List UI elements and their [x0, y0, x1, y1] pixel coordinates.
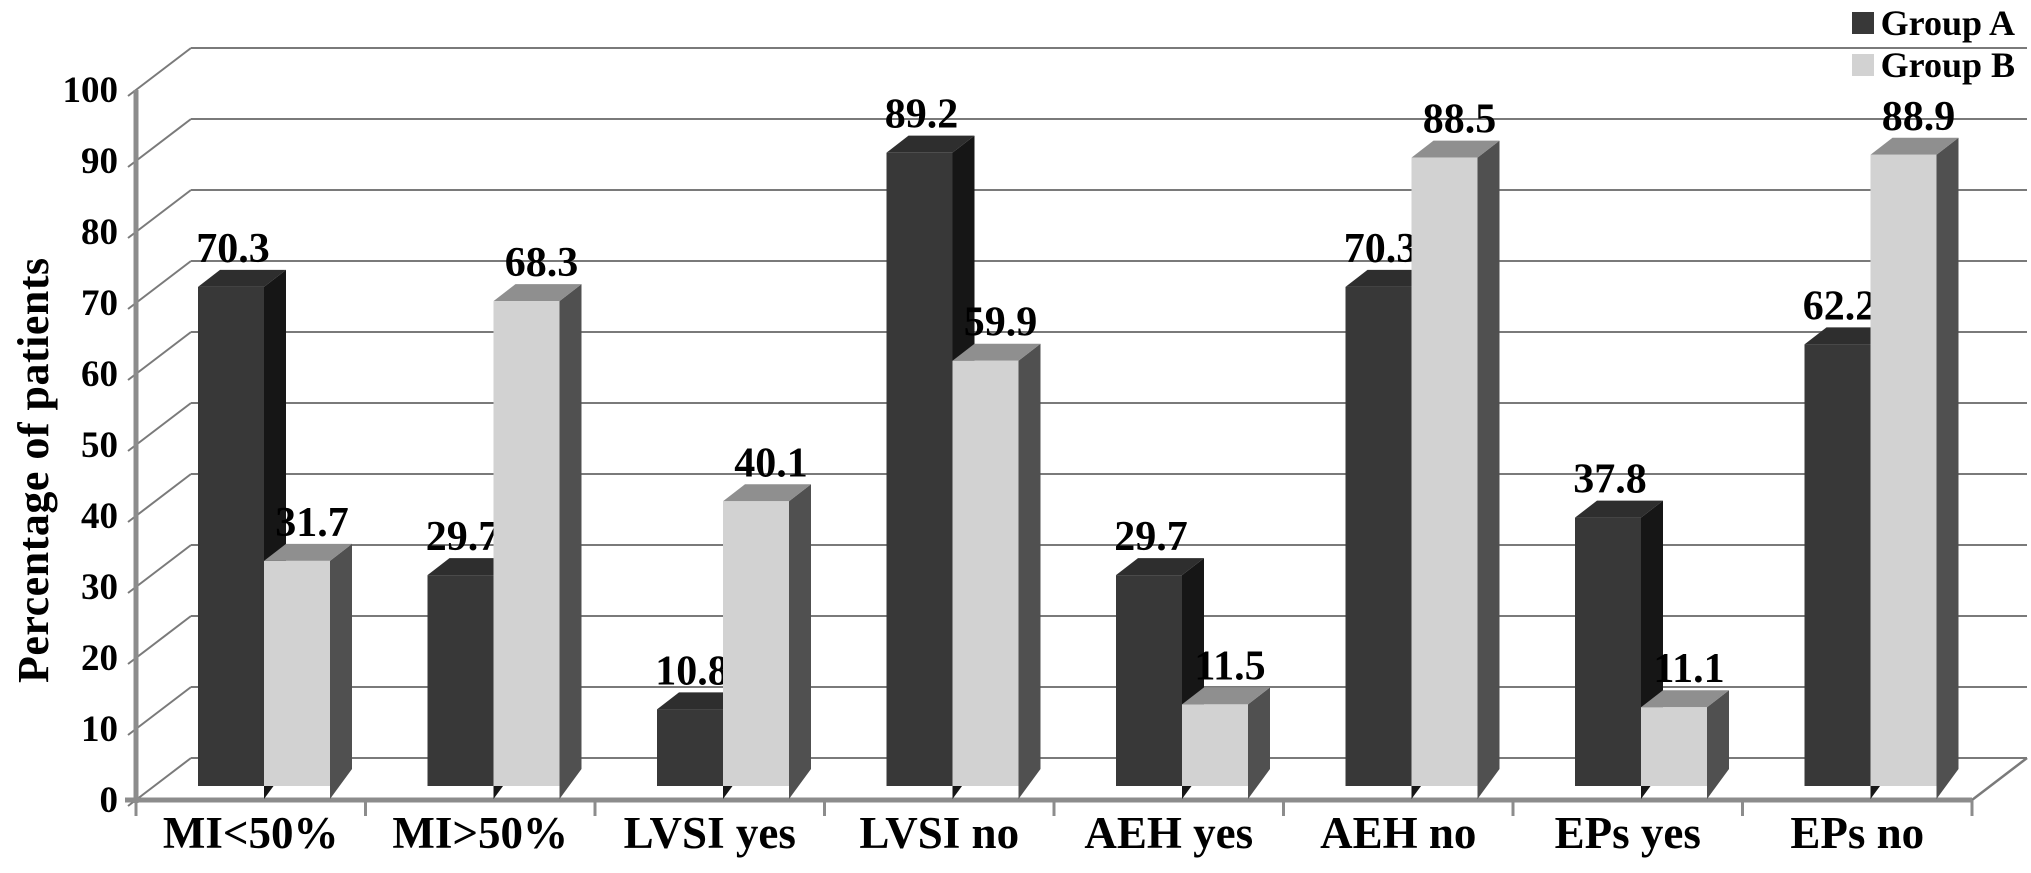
bar-group-a-LVSI yes: [657, 709, 723, 786]
data-label-group-a: 10.8: [655, 648, 729, 694]
bar-top-group-b: [1641, 690, 1729, 708]
bar-top-group-a: [1116, 558, 1204, 576]
y-tick-label: 40: [81, 496, 118, 537]
bar-group-a-EPs no: [1804, 344, 1871, 786]
bar-group-b-EPs no: [1870, 154, 1937, 786]
bar-top-group-a: [198, 269, 286, 287]
y-tick-label: 100: [63, 70, 119, 111]
x-category-label: EPs no: [1790, 808, 1924, 858]
bar-group-b-AEH no: [1411, 157, 1478, 786]
x-category-label: LVSI yes: [624, 808, 796, 858]
bar-top-group-b: [952, 343, 1041, 361]
y-tick-label: 80: [81, 212, 118, 253]
y-tick-label: 50: [81, 425, 118, 466]
y-axis-title: Percentage of patients: [9, 257, 58, 683]
bar-top-group-a: [886, 135, 975, 153]
x-category-label: MI<50%: [163, 808, 339, 858]
data-label-group-a: 37.8: [1573, 457, 1647, 503]
bar-group-a-MI<50%: [198, 286, 264, 786]
bar-side-group-b: [1707, 690, 1729, 799]
data-label-group-b: 11.1: [1653, 646, 1724, 692]
legend-label: Group B: [1880, 45, 2015, 85]
data-label-group-b: 11.5: [1194, 643, 1265, 689]
y-tick-label: 70: [81, 283, 118, 324]
y-tick-label: 20: [81, 638, 118, 679]
data-label-group-b: 40.1: [734, 440, 808, 486]
legend-label: Group A: [1880, 3, 2015, 43]
legend-swatch-icon: [1851, 12, 1874, 34]
y-tick-label: 30: [81, 567, 118, 608]
bar-top-group-b: [1411, 140, 1500, 158]
bar-top-group-a: [1575, 500, 1663, 518]
bar-side-group-b: [1477, 140, 1500, 799]
bar-top-group-b: [1870, 137, 1959, 155]
bar-group-a-AEH yes: [1116, 575, 1182, 786]
x-category-label: AEH no: [1320, 808, 1476, 858]
bar-group-a-AEH no: [1345, 286, 1412, 786]
bar-group-b-MI<50%: [264, 560, 330, 786]
y-tick-label: 0: [100, 780, 119, 821]
bar-side-group-b: [1018, 343, 1041, 799]
data-label-group-a: 70.3: [1344, 226, 1418, 272]
legend: Group A Group B: [1851, 2, 2015, 86]
bar-side-group-b: [1248, 687, 1270, 799]
x-category-label: LVSI no: [859, 808, 1019, 858]
bar-top-group-b: [493, 284, 582, 302]
gridline-wall-diagonal: [127, 47, 192, 97]
bar-group-a-MI>50%: [427, 575, 494, 786]
data-label-group-a: 29.7: [1114, 514, 1188, 560]
y-tick-label: 90: [81, 141, 118, 182]
bar-group-b-LVSI yes: [723, 501, 789, 786]
data-label-group-b: 68.3: [505, 240, 579, 286]
y-tick-label: 60: [81, 354, 118, 395]
legend-item-group-a: Group A: [1851, 2, 2015, 44]
data-label-group-b: 59.9: [964, 300, 1038, 346]
legend-item-group-b: Group B: [1851, 44, 2015, 86]
floor-right-edge: [1971, 757, 2028, 801]
bar-group-b-AEH yes: [1182, 704, 1248, 786]
bar-top-group-b: [264, 543, 352, 561]
data-label-group-b: 88.5: [1423, 97, 1497, 143]
bar-group-b-EPs yes: [1641, 707, 1707, 786]
data-label-group-a: 29.7: [426, 514, 500, 560]
bar-side-group-b: [559, 284, 582, 799]
bar-top-group-b: [723, 484, 811, 502]
data-label-group-a: 70.3: [196, 226, 270, 272]
data-label-group-a: 62.2: [1803, 283, 1877, 329]
bar-side-group-b: [330, 543, 352, 799]
bar-group-b-MI>50%: [493, 301, 560, 786]
x-category-label: AEH yes: [1084, 808, 1253, 858]
data-label-group-a: 89.2: [885, 92, 959, 138]
bar-top-group-b: [1182, 687, 1270, 705]
y-tick-label: 10: [81, 709, 118, 750]
legend-swatch-icon: [1851, 54, 1874, 76]
x-category-label: EPs yes: [1555, 808, 1701, 858]
bar-group-a-EPs yes: [1575, 517, 1641, 786]
bar-group-b-LVSI no: [952, 360, 1019, 786]
data-label-group-b: 31.7: [275, 500, 349, 546]
bar-side-group-b: [789, 484, 811, 799]
x-category-label: MI>50%: [392, 808, 568, 858]
bar-side-group-b: [1936, 137, 1959, 799]
data-label-group-b: 88.9: [1882, 94, 1956, 140]
bar-group-a-LVSI no: [886, 152, 953, 786]
